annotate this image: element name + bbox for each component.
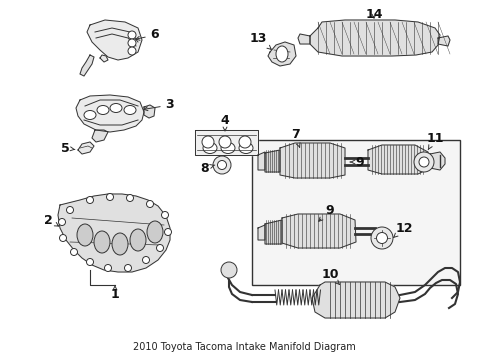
Polygon shape bbox=[92, 130, 108, 142]
Polygon shape bbox=[58, 194, 170, 272]
Polygon shape bbox=[297, 34, 309, 44]
Ellipse shape bbox=[147, 221, 163, 243]
Text: 9: 9 bbox=[318, 203, 334, 221]
Circle shape bbox=[59, 219, 65, 225]
Circle shape bbox=[239, 136, 250, 148]
Polygon shape bbox=[100, 55, 108, 62]
Circle shape bbox=[86, 258, 93, 266]
Text: 10: 10 bbox=[321, 269, 339, 284]
Ellipse shape bbox=[203, 143, 217, 153]
Circle shape bbox=[161, 211, 168, 219]
Circle shape bbox=[219, 136, 230, 148]
Ellipse shape bbox=[239, 143, 252, 153]
Circle shape bbox=[60, 234, 66, 242]
Ellipse shape bbox=[110, 104, 122, 112]
Text: 6: 6 bbox=[136, 28, 159, 41]
Circle shape bbox=[124, 265, 131, 271]
Ellipse shape bbox=[112, 233, 128, 255]
Text: 1: 1 bbox=[110, 285, 119, 302]
Polygon shape bbox=[429, 152, 444, 170]
Polygon shape bbox=[258, 152, 264, 170]
Circle shape bbox=[126, 194, 133, 202]
Circle shape bbox=[128, 47, 136, 55]
Text: 12: 12 bbox=[393, 221, 412, 238]
Polygon shape bbox=[143, 105, 155, 118]
Polygon shape bbox=[309, 20, 439, 56]
Circle shape bbox=[370, 227, 392, 249]
Ellipse shape bbox=[94, 231, 110, 253]
Text: 13: 13 bbox=[249, 31, 271, 49]
Polygon shape bbox=[264, 220, 282, 244]
Polygon shape bbox=[195, 130, 258, 155]
Polygon shape bbox=[311, 282, 399, 318]
Circle shape bbox=[156, 244, 163, 252]
Circle shape bbox=[142, 256, 149, 264]
Circle shape bbox=[376, 233, 386, 243]
Bar bbox=[251, 140, 459, 285]
Circle shape bbox=[202, 136, 214, 148]
Text: 14: 14 bbox=[365, 8, 382, 21]
Circle shape bbox=[86, 197, 93, 203]
Text: 3: 3 bbox=[143, 99, 174, 112]
Circle shape bbox=[221, 262, 237, 278]
Ellipse shape bbox=[97, 105, 109, 114]
Ellipse shape bbox=[84, 111, 96, 120]
Text: 4: 4 bbox=[220, 113, 229, 131]
Text: 7: 7 bbox=[290, 129, 300, 147]
Text: 2010 Toyota Tacoma Intake Manifold Diagram: 2010 Toyota Tacoma Intake Manifold Diagr… bbox=[132, 342, 355, 352]
Polygon shape bbox=[76, 95, 143, 132]
Text: 5: 5 bbox=[61, 141, 75, 154]
Polygon shape bbox=[264, 150, 280, 172]
Circle shape bbox=[66, 207, 73, 213]
Ellipse shape bbox=[130, 229, 146, 251]
Circle shape bbox=[146, 201, 153, 207]
Ellipse shape bbox=[77, 224, 93, 246]
Text: 8: 8 bbox=[200, 162, 214, 175]
Polygon shape bbox=[80, 55, 94, 76]
Circle shape bbox=[128, 39, 136, 47]
Polygon shape bbox=[87, 20, 142, 60]
Circle shape bbox=[213, 156, 230, 174]
Ellipse shape bbox=[275, 46, 287, 62]
Circle shape bbox=[104, 265, 111, 271]
Polygon shape bbox=[78, 142, 94, 154]
Circle shape bbox=[413, 152, 433, 172]
Polygon shape bbox=[367, 145, 429, 174]
Circle shape bbox=[106, 194, 113, 201]
Polygon shape bbox=[280, 143, 345, 178]
Circle shape bbox=[164, 229, 171, 235]
Polygon shape bbox=[437, 36, 449, 46]
Ellipse shape bbox=[124, 105, 136, 114]
Circle shape bbox=[128, 31, 136, 39]
Text: 2: 2 bbox=[43, 213, 59, 226]
Polygon shape bbox=[282, 214, 355, 248]
Text: 11: 11 bbox=[426, 131, 443, 150]
Polygon shape bbox=[258, 225, 264, 240]
Polygon shape bbox=[267, 42, 295, 66]
Text: 9: 9 bbox=[349, 156, 364, 168]
Circle shape bbox=[70, 248, 77, 256]
Circle shape bbox=[217, 161, 226, 170]
Ellipse shape bbox=[221, 143, 235, 153]
Circle shape bbox=[418, 157, 428, 167]
